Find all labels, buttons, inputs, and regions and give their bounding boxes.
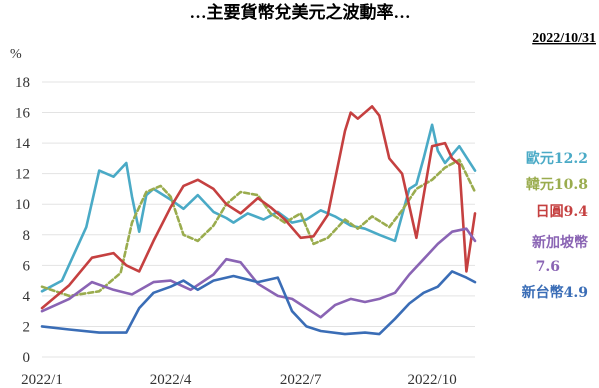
y-tick-4: 4 [23, 289, 31, 305]
legend-label-2: 日圓9.4 [536, 203, 589, 220]
chart-title: …主要貨幣兌美元之波動率… [190, 2, 411, 22]
legend-label-1: 韓元10.8 [526, 176, 588, 193]
legend-label-5: 新台幣4.9 [522, 284, 588, 301]
legend-end-label: 9.4 [564, 204, 589, 220]
series-line-4 [40, 270, 477, 336]
y-axis-unit: % [10, 47, 22, 62]
date-stamp: 2022/10/31 [532, 31, 596, 46]
y-tick-10: 10 [15, 197, 30, 213]
y-tick-6: 6 [23, 258, 31, 274]
y-axis-ticks: 0 2 4 6 8 10 12 14 16 18 [15, 75, 31, 366]
x-tick-2022-10: 2022/10 [408, 372, 457, 388]
y-tick-16: 16 [15, 106, 31, 122]
grid [42, 81, 475, 358]
x-tick-2022-4: 2022/4 [150, 372, 192, 388]
legend-name: 韓元 [526, 176, 554, 193]
legend-end-label: 12.2 [554, 151, 588, 167]
legend-end-label: 7.6 [536, 259, 560, 275]
legend-label-0: 歐元12.2 [526, 150, 588, 167]
y-tick-0: 0 [23, 350, 31, 366]
series-line-2 [40, 105, 477, 310]
legend-name: 歐元 [526, 150, 554, 167]
legend-end-label: 4.9 [564, 285, 588, 301]
x-tick-2022-7: 2022/7 [280, 372, 322, 388]
legend-name: 日圓 [536, 203, 564, 220]
series-line-1 [40, 158, 477, 298]
y-tick-18: 18 [15, 75, 30, 91]
y-tick-2: 2 [23, 319, 31, 335]
legend-name: 新加坡幣 [532, 234, 588, 251]
series-line-3 [40, 227, 477, 319]
y-tick-8: 8 [23, 228, 31, 244]
legend-name: 新台幣 [522, 284, 564, 301]
legend-label-4: 7.6 [536, 259, 560, 275]
x-tick-2022-1: 2022/1 [21, 372, 63, 388]
series-line-0 [40, 123, 477, 293]
x-axis-ticks: 2022/1 2022/4 2022/7 2022/10 [21, 372, 457, 388]
legend-label-3: 新加坡幣 [532, 234, 588, 251]
y-tick-12: 12 [15, 167, 30, 183]
y-tick-14: 14 [15, 136, 31, 152]
series-lines [40, 105, 477, 336]
legend-end-label: 10.8 [554, 177, 588, 193]
